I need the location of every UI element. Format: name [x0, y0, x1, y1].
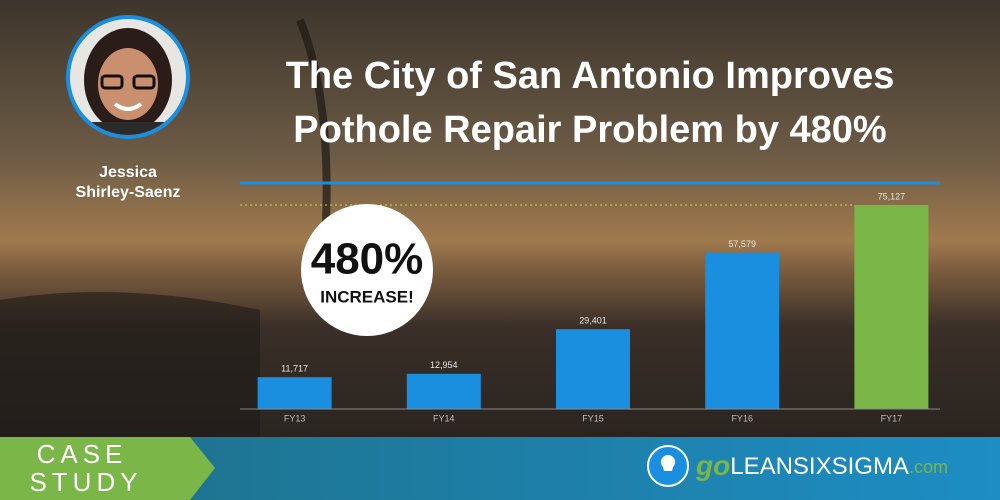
logo-bulb: [660, 454, 676, 471]
x-tick-label: FY16: [731, 413, 753, 423]
shore: [0, 292, 260, 437]
plot: 11,717 FY13 12,954 FY14 29,401 FY15 57,579 FY16…: [240, 191, 940, 423]
badge: [301, 204, 433, 336]
logo-tld: .com: [909, 457, 948, 477]
bar: [257, 377, 332, 409]
value-label: 29,401: [579, 316, 607, 326]
logo: goLEANSIXSIGMA.com: [695, 450, 948, 481]
chart-title: The City of San Antonio Improves: [286, 55, 895, 97]
value-label: 12,954: [430, 360, 458, 370]
value-label: 75,127: [878, 191, 906, 201]
person-name: Jessica: [99, 164, 157, 181]
bar: [854, 205, 929, 409]
badge-number: 480%: [311, 235, 424, 284]
value-label: 57,579: [728, 239, 756, 249]
bar: [556, 329, 630, 409]
logo-brand: LEANSIXSIGMA: [730, 453, 909, 480]
x-tick-label: FY13: [284, 413, 306, 423]
footer-label-bg: [0, 437, 215, 500]
badge-text: INCREASE!: [320, 287, 414, 306]
logo-go: go: [695, 450, 730, 481]
value-label: 11,717: [281, 364, 308, 374]
chart-title: Pothole Repair Problem by 480%: [293, 109, 886, 151]
bar: [705, 252, 780, 409]
x-tick-label: FY14: [433, 413, 455, 423]
footer-label: CASE: [37, 439, 128, 469]
person-name: Shirley-Saenz: [76, 184, 181, 201]
portrait: [70, 19, 186, 135]
footer-label: STUDY: [29, 467, 142, 497]
x-tick-label: FY15: [582, 413, 604, 423]
x-tick-label: FY17: [881, 413, 903, 423]
bar: [406, 373, 481, 409]
